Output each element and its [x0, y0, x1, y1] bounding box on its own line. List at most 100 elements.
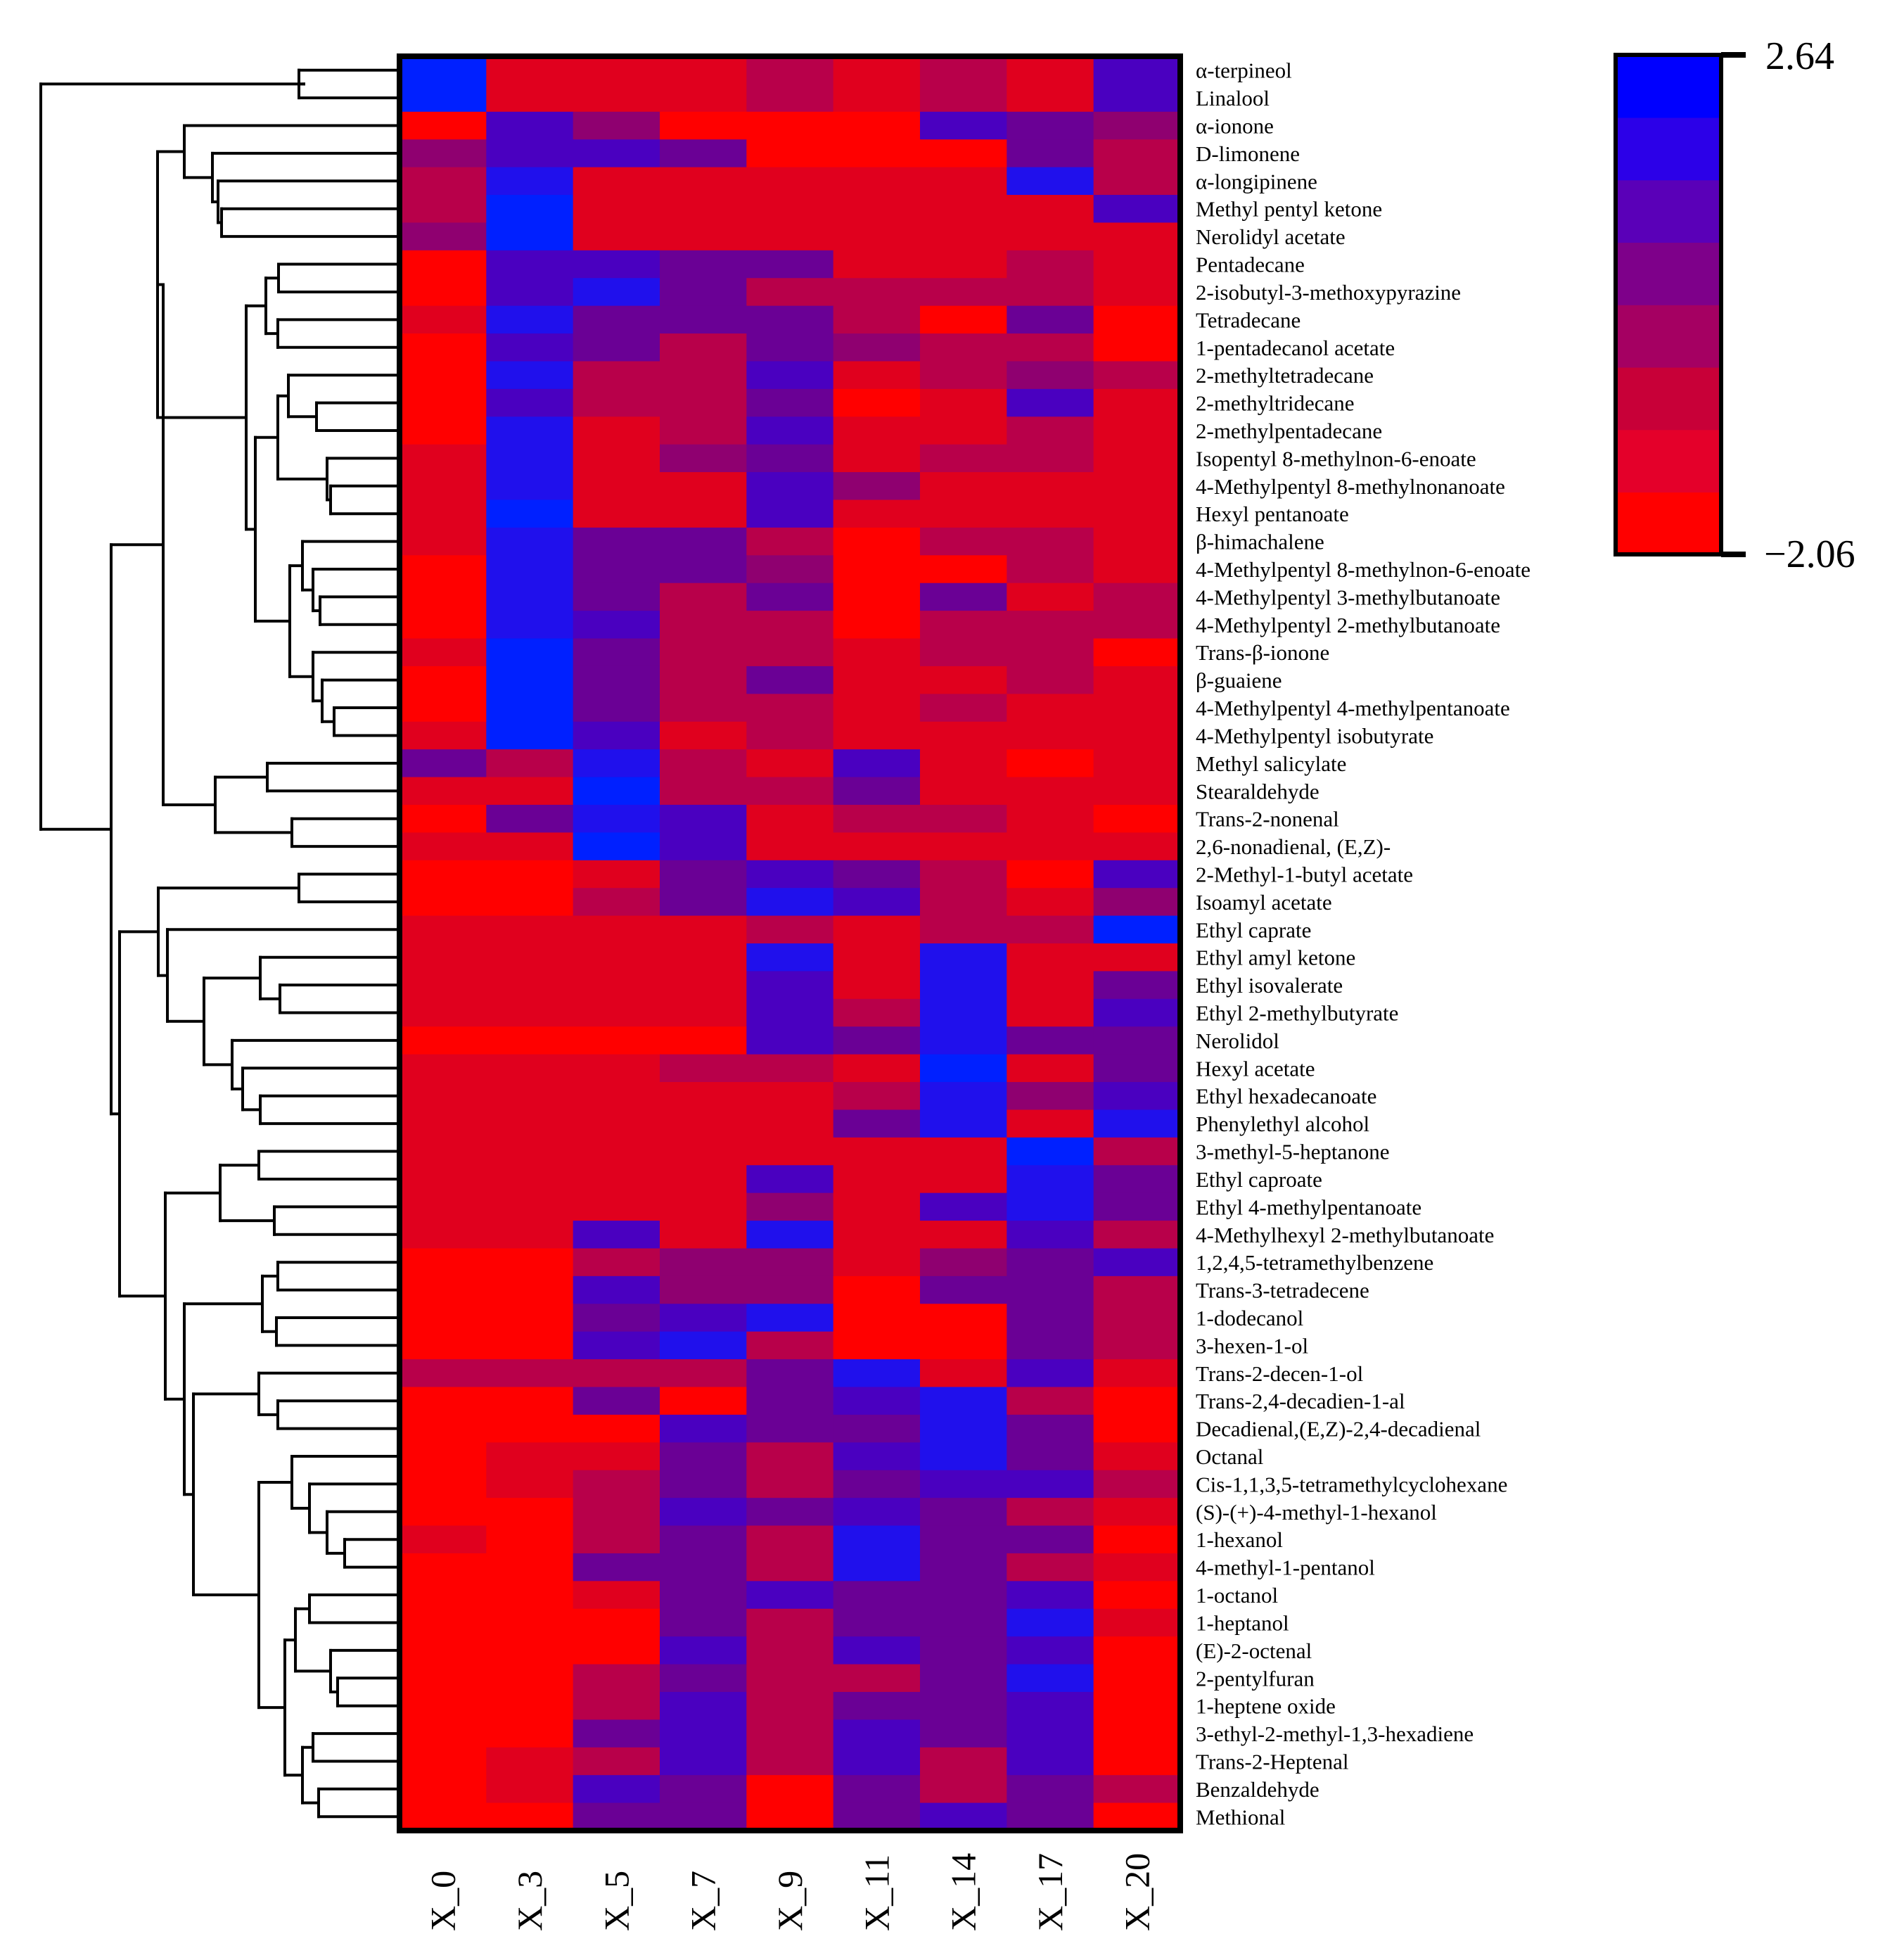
heatmap-cell: [573, 195, 660, 224]
heatmap-cell: [920, 111, 1008, 141]
heatmap-cell: [833, 638, 921, 667]
row-label: Cis-1,1,3,5-tetramethylcyclohexane: [1196, 1472, 1507, 1496]
heatmap-cell: [746, 1525, 834, 1554]
heatmap-cell: [486, 666, 574, 695]
heatmap-cell: [573, 250, 660, 279]
heatmap-cell: [660, 1331, 748, 1360]
heatmap-cell: [920, 1331, 1008, 1360]
heatmap-cell: [1007, 888, 1094, 917]
heatmap-cell: [486, 915, 574, 944]
heatmap-cell: [660, 111, 748, 141]
row-label: 1-heptanol: [1196, 1611, 1289, 1636]
heatmap-cell: [573, 56, 660, 85]
heatmap-cell: [660, 804, 748, 834]
heatmap-cell: [746, 1165, 834, 1194]
column-label: X_0: [423, 1871, 463, 1931]
heatmap-cell: [660, 1359, 748, 1388]
heatmap-cell: [920, 583, 1008, 611]
row-label: Trans-2,4-decadien-1-al: [1196, 1389, 1405, 1413]
heatmap-cell: [746, 1331, 834, 1360]
heatmap-cell: [920, 472, 1008, 501]
heatmap-cell: [660, 915, 748, 944]
heatmap-cell: [486, 555, 574, 584]
heatmap-cell: [746, 1664, 834, 1693]
row-label: β-guaiene: [1196, 668, 1282, 693]
heatmap-cell: [660, 1414, 748, 1444]
heatmap-cell: [920, 749, 1008, 778]
heatmap-cell: [573, 1747, 660, 1776]
heatmap-cell: [486, 1387, 574, 1415]
heatmap-cell: [486, 1498, 574, 1527]
heatmap-cell: [1093, 1304, 1181, 1332]
heatmap-cell: [833, 333, 921, 362]
heatmap-cell: [833, 915, 921, 944]
heatmap-cell: [920, 1221, 1008, 1249]
row-label: 2-methylpentadecane: [1196, 419, 1382, 443]
row-label: Phenylethyl alcohol: [1196, 1112, 1369, 1136]
heatmap-cell: [746, 1802, 834, 1831]
heatmap-cell: [660, 777, 748, 806]
heatmap-cell: [746, 361, 834, 390]
heatmap-cell: [660, 1581, 748, 1610]
heatmap-cell: [1093, 1636, 1181, 1665]
heatmap-cell: [746, 1387, 834, 1415]
heatmap-cell: [746, 1137, 834, 1166]
heatmap-cell: [746, 888, 834, 917]
heatmap-cell: [1007, 1802, 1094, 1831]
heatmap-cell: [660, 1691, 748, 1721]
heatmap-cell: [400, 1691, 487, 1721]
heatmap-cell: [833, 1525, 921, 1554]
heatmap-cell: [1007, 388, 1094, 418]
heatmap-cell: [920, 56, 1008, 85]
heatmap-cell: [573, 1165, 660, 1194]
heatmap-cell: [1007, 1137, 1094, 1166]
heatmap-cell: [920, 1691, 1008, 1721]
heatmap-cell: [573, 1608, 660, 1637]
heatmap-cell: [833, 1581, 921, 1610]
row-label: Nerolidyl acetate: [1196, 224, 1346, 249]
heatmap-cell: [833, 527, 921, 556]
heatmap-cell: [920, 555, 1008, 584]
heatmap-cell: [660, 1304, 748, 1332]
heatmap-cell: [1093, 472, 1181, 501]
heatmap-cell: [833, 1054, 921, 1083]
heatmap-cell: [833, 1414, 921, 1444]
heatmap-cell: [746, 1553, 834, 1582]
row-label: Ethyl caprate: [1196, 917, 1311, 942]
heatmap-cell: [660, 1775, 748, 1804]
heatmap-cell: [920, 1192, 1008, 1221]
heatmap-cell: [833, 611, 921, 639]
heatmap-cell: [833, 1082, 921, 1111]
row-label: Ethyl amyl ketone: [1196, 946, 1355, 970]
heatmap-cell: [1007, 416, 1094, 445]
heatmap-cell: [1093, 721, 1181, 750]
heatmap-cell: [573, 1054, 660, 1083]
heatmap-cell: [660, 167, 748, 196]
heatmap-cell: [833, 694, 921, 723]
heatmap-cell: [486, 1470, 574, 1498]
heatmap-cell: [400, 333, 487, 362]
heatmap-cell: [920, 1664, 1008, 1693]
heatmap-cell: [400, 1553, 487, 1582]
heatmap-cell: [573, 860, 660, 889]
heatmap-cell: [1093, 167, 1181, 196]
heatmap-cell: [833, 1608, 921, 1637]
row-label: Hexyl acetate: [1196, 1056, 1315, 1081]
heatmap-cell: [833, 444, 921, 473]
colorbar-band: [1616, 367, 1721, 431]
heatmap-cell: [1093, 1664, 1181, 1693]
heatmap-cell: [573, 444, 660, 473]
heatmap-cell: [920, 1359, 1008, 1388]
heatmap-cell: [486, 1331, 574, 1360]
heatmap-cell: [746, 1608, 834, 1637]
row-label: 2-methyltetradecane: [1196, 363, 1374, 388]
heatmap-cell: [1007, 111, 1094, 141]
heatmap-cell: [660, 1608, 748, 1637]
heatmap-cell: [486, 1775, 574, 1804]
heatmap-cell: [746, 1470, 834, 1498]
heatmap-cell: [660, 416, 748, 445]
heatmap-cell: [920, 915, 1008, 944]
heatmap-cell: [486, 1082, 574, 1111]
heatmap-cell: [1093, 1192, 1181, 1221]
